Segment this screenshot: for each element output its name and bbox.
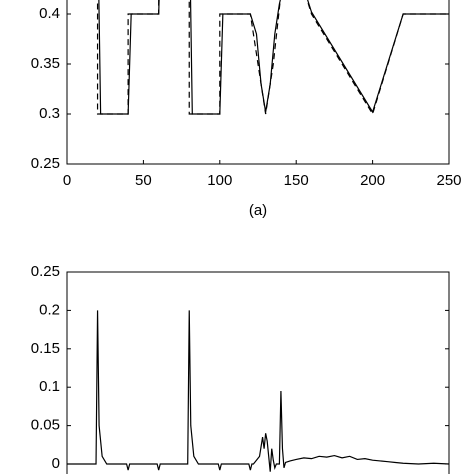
plot-area <box>67 310 449 472</box>
x-tick-label: 200 <box>360 172 385 189</box>
y-tick-label: 0.15 <box>31 340 60 357</box>
data-line <box>98 0 449 115</box>
y-tick-label: 0.25 <box>31 263 60 280</box>
x-tick-label: 50 <box>135 172 152 189</box>
y-tick-label: 0 <box>52 455 60 472</box>
data-line <box>96 0 449 116</box>
x-tick-label: 250 <box>436 172 461 189</box>
axes-box <box>66 271 450 474</box>
y-tick-label: 0.1 <box>39 378 60 395</box>
x-tick-label: 150 <box>284 172 309 189</box>
plot-area <box>96 0 449 116</box>
x-tick-label: 100 <box>207 172 232 189</box>
data-line <box>67 310 449 472</box>
y-tick-label: 0.05 <box>31 417 60 434</box>
x-axis-label: (a) <box>249 202 267 219</box>
y-tick-label: 0.4 <box>39 5 60 22</box>
y-tick-label: 0.25 <box>31 155 60 172</box>
axes-box <box>66 0 450 165</box>
x-tick-label: 0 <box>63 172 71 189</box>
y-tick-label: 0.3 <box>39 105 60 122</box>
y-tick-label: 0.2 <box>39 301 60 318</box>
y-tick-label: 0.35 <box>31 55 60 72</box>
